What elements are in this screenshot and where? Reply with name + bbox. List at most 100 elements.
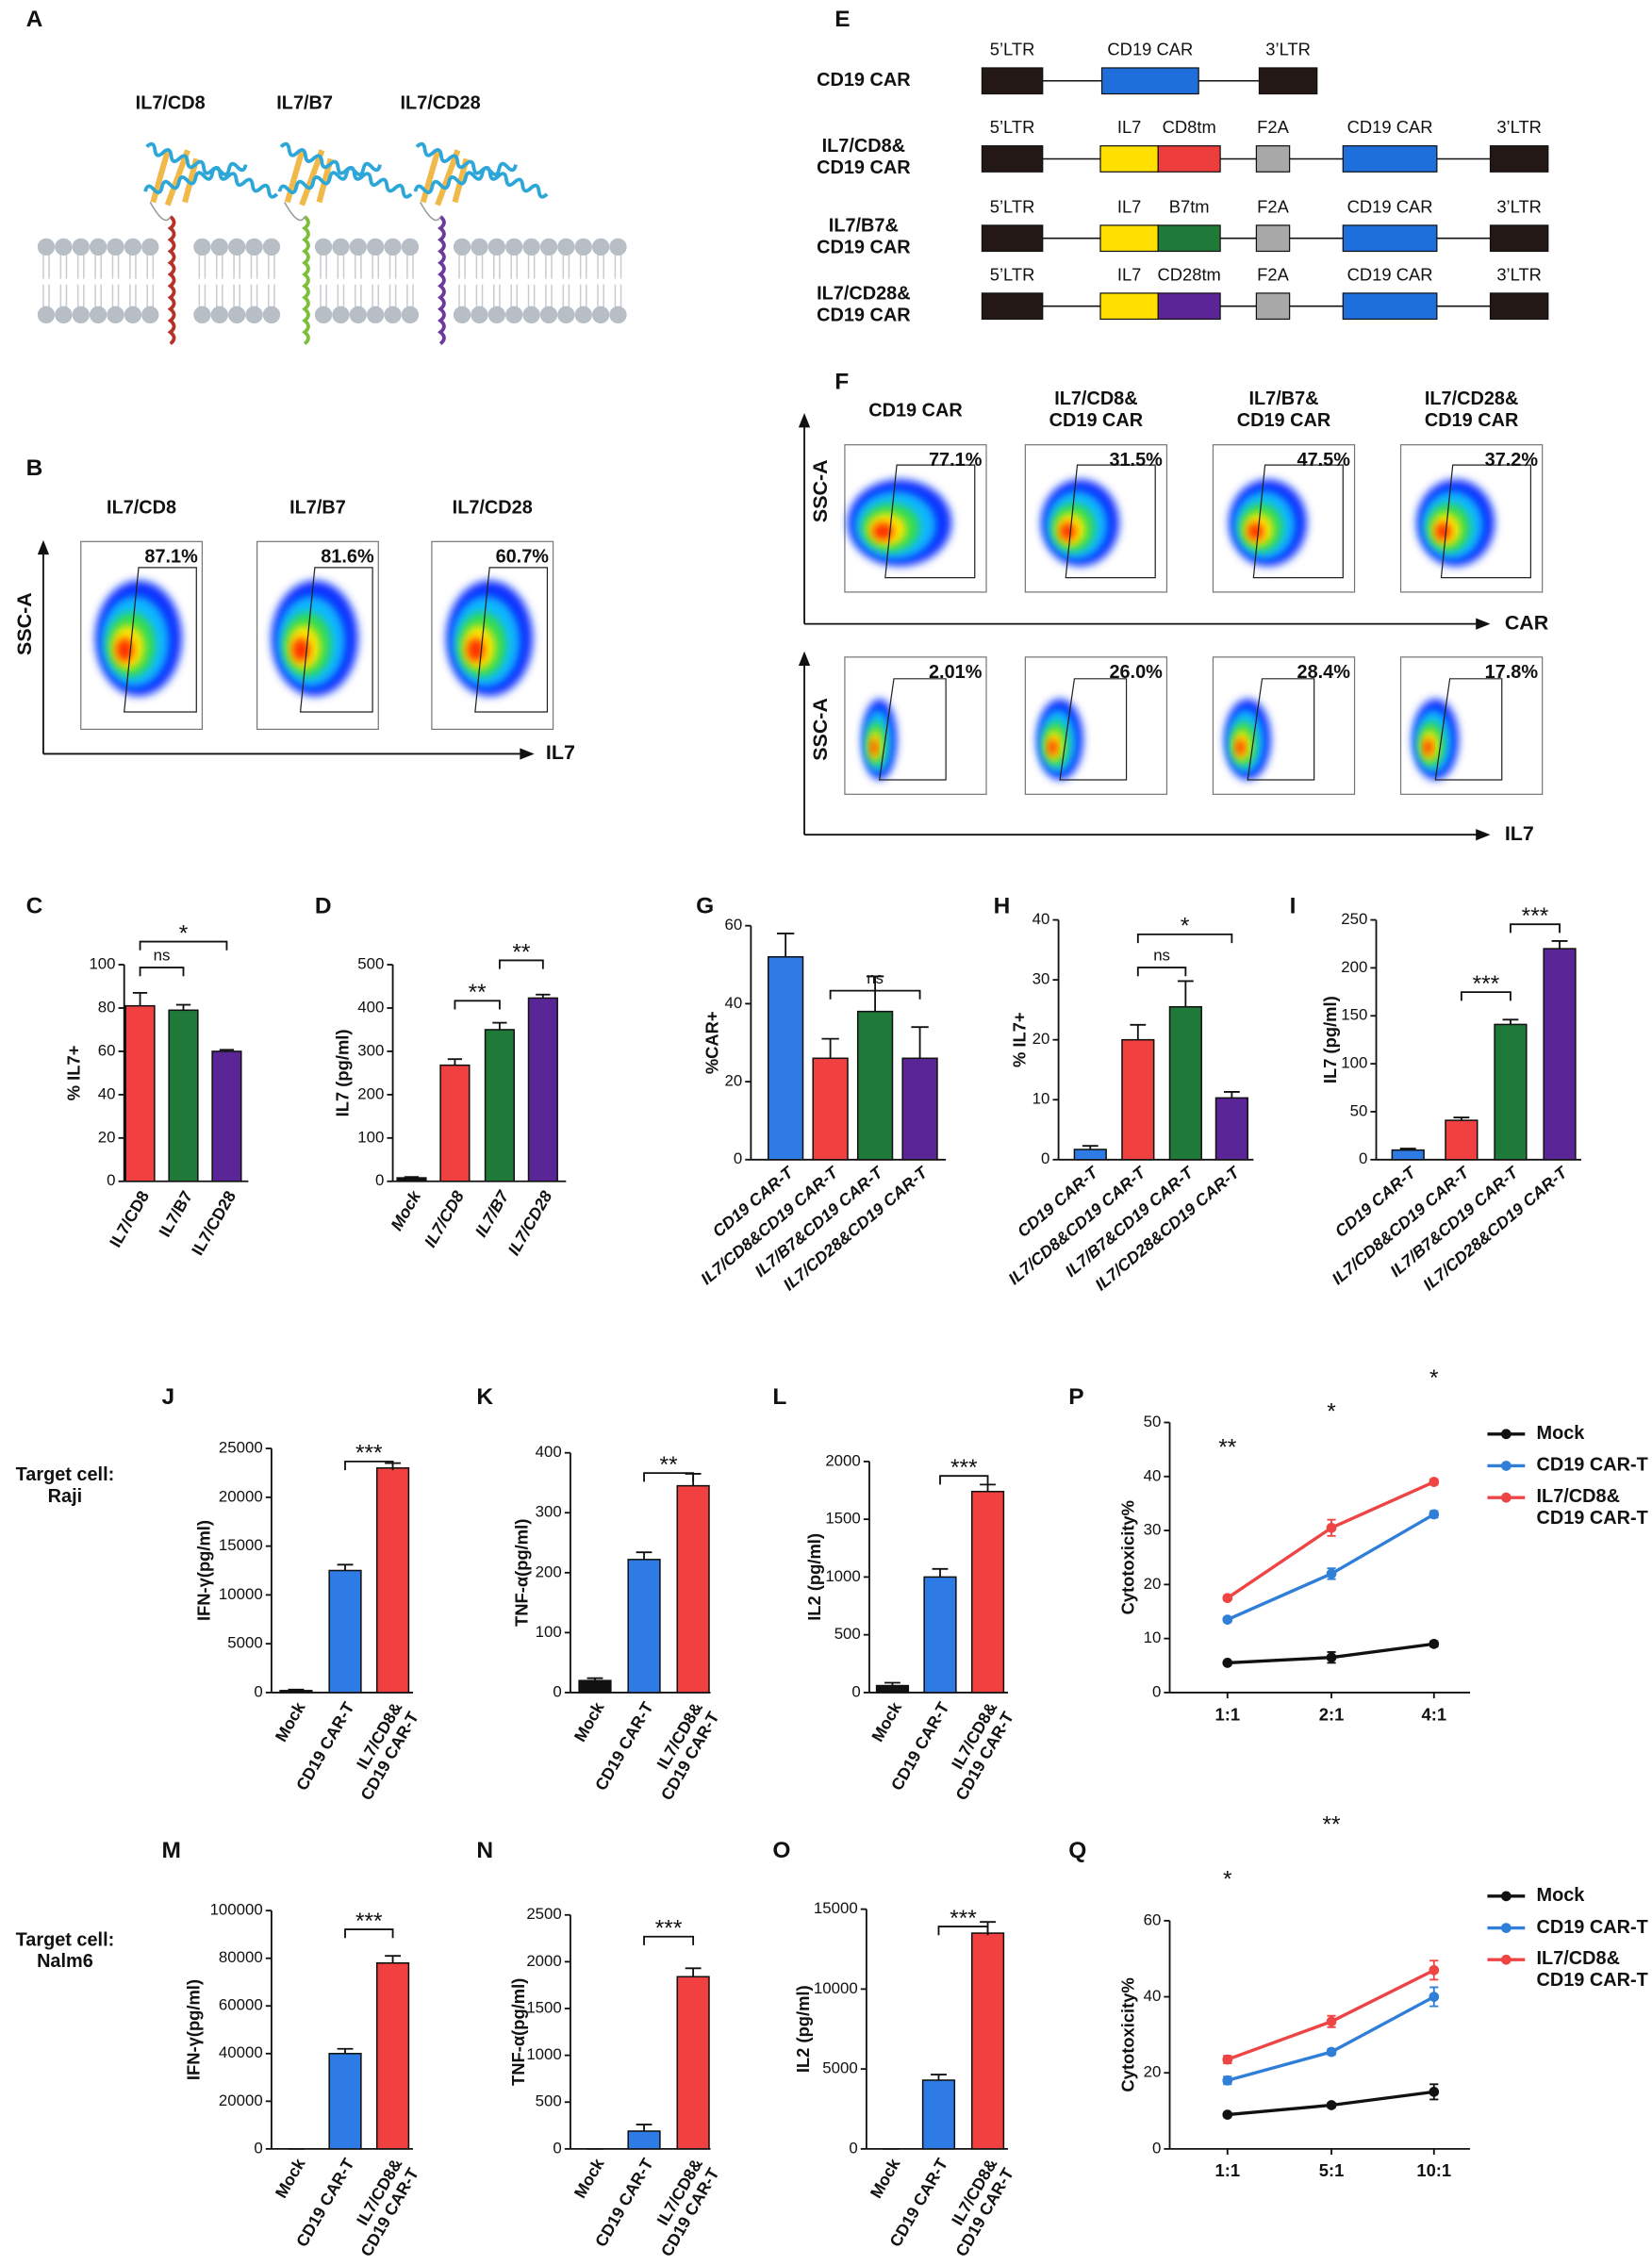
gate <box>878 678 947 781</box>
y-tick-label: 10000 <box>219 1585 263 1603</box>
significance-label: ns <box>867 969 884 987</box>
y-tick-label: 0 <box>107 1171 115 1189</box>
construct-name: IL7/B7& CD19 CAR <box>817 216 910 258</box>
y-tick-label: 100 <box>536 1623 562 1641</box>
y-tick-label: 10 <box>1032 1090 1050 1108</box>
point <box>1429 1992 1440 2002</box>
lipid-head <box>227 238 246 256</box>
cytokine-helix <box>413 161 518 194</box>
segment-label: F2A <box>1257 264 1289 284</box>
significance-bracket <box>139 940 228 951</box>
y-tick-label: 400 <box>536 1443 562 1461</box>
y-tick-label: 10000 <box>814 1979 858 1997</box>
y-tick-label: 40 <box>724 994 742 1012</box>
plot-frame <box>431 540 554 731</box>
density-level <box>1423 739 1433 756</box>
arrow-head <box>1476 618 1491 630</box>
y-tick-label: 30 <box>1032 970 1050 988</box>
lipid-head <box>141 238 159 256</box>
error-bar <box>337 2047 354 2054</box>
segment-label: B7tm <box>1169 196 1210 216</box>
error-bar <box>132 991 148 1006</box>
construct-segment <box>1258 67 1318 95</box>
legend-marker <box>1500 1891 1512 1902</box>
error-bar <box>492 1021 507 1030</box>
plot-frame <box>844 656 987 795</box>
y-axis-label: IFN-γ(pg/ml) <box>193 1520 213 1621</box>
gate-percent: 2.01% <box>929 662 983 683</box>
error-bar <box>175 1003 191 1011</box>
density-level <box>1060 522 1076 540</box>
legend-marker <box>1500 1492 1512 1503</box>
y-tick-label: 2000 <box>526 1952 561 1970</box>
segment-label: IL7 <box>1117 196 1142 216</box>
y-tick-label: 20 <box>1032 1030 1050 1048</box>
x-tick-label: Mock <box>272 2155 309 2201</box>
construct-label: IL7/CD28 <box>401 93 481 114</box>
bar <box>627 1559 661 1694</box>
bar <box>1543 948 1577 1161</box>
error-bar <box>586 1677 603 1681</box>
arrow-head <box>798 651 811 667</box>
lipid-head <box>487 238 506 256</box>
point <box>1429 1964 1440 1976</box>
error-bar <box>536 993 551 999</box>
bar <box>921 2079 956 2150</box>
significance-label: *** <box>1522 903 1549 929</box>
legend-label: CD19 CAR-T <box>1537 1917 1648 1938</box>
error-bar <box>932 1567 949 1578</box>
panel-label: B <box>26 455 43 481</box>
legend-marker <box>1500 1429 1512 1440</box>
y-tick-label: 80 <box>98 998 116 1016</box>
lipid-head <box>193 238 211 256</box>
gate-percent: 37.2% <box>1485 450 1539 471</box>
gate-percent: 17.8% <box>1485 662 1539 683</box>
error-bar <box>776 933 795 957</box>
error-bar <box>1399 1148 1416 1150</box>
density-level <box>291 637 310 662</box>
lipid-head <box>471 238 488 256</box>
y-tick-label: 200 <box>1341 958 1367 976</box>
sample-title: IL7/CD28& CD19 CAR <box>1425 389 1518 431</box>
lipid-head <box>557 238 575 256</box>
significance-label: *** <box>1473 971 1500 997</box>
lipid-head <box>505 306 523 324</box>
plot-frame <box>1024 656 1168 795</box>
panel-label: H <box>994 893 1011 918</box>
y-tick-label: 60 <box>724 916 742 934</box>
bar <box>1214 1097 1248 1161</box>
construct-segment <box>981 67 1044 95</box>
error-bar <box>980 1483 996 1492</box>
construct-segment <box>981 224 1044 253</box>
y-tick-label: 20 <box>1144 1575 1162 1593</box>
error-bar <box>685 1967 702 1977</box>
series-line <box>1226 1480 1435 1600</box>
y-tick-label: 15000 <box>219 1536 263 1554</box>
point <box>1222 1614 1233 1625</box>
panel-label: A <box>26 7 43 32</box>
panel-label: Q <box>1068 1838 1086 1863</box>
error-bar <box>1453 1116 1470 1121</box>
plot-frame <box>1399 444 1544 593</box>
lipid-head <box>505 238 523 256</box>
lipid-head <box>349 306 368 324</box>
significance-label: *** <box>355 1909 383 1934</box>
y-tick-label: 2000 <box>825 1451 860 1469</box>
error-bar <box>866 975 884 1012</box>
bar <box>1073 1149 1107 1161</box>
y-tick-label: 0 <box>1152 1682 1161 1700</box>
bar <box>439 1064 471 1182</box>
y-axis-label: SSC-A <box>809 698 832 761</box>
y-tick-label: 20000 <box>219 1487 263 1505</box>
panel-label: C <box>26 893 43 918</box>
series-line <box>1227 1995 1435 2082</box>
significance-bracket <box>1510 923 1561 934</box>
density-level <box>1435 522 1451 540</box>
y-tick-label: 0 <box>1152 2139 1161 2157</box>
bar <box>527 997 558 1182</box>
cytokine-loop <box>284 202 306 222</box>
segment-label: F2A <box>1257 117 1289 137</box>
bar <box>328 1569 362 1694</box>
gate-percent: 87.1% <box>144 546 198 567</box>
error-bar <box>884 1681 900 1686</box>
